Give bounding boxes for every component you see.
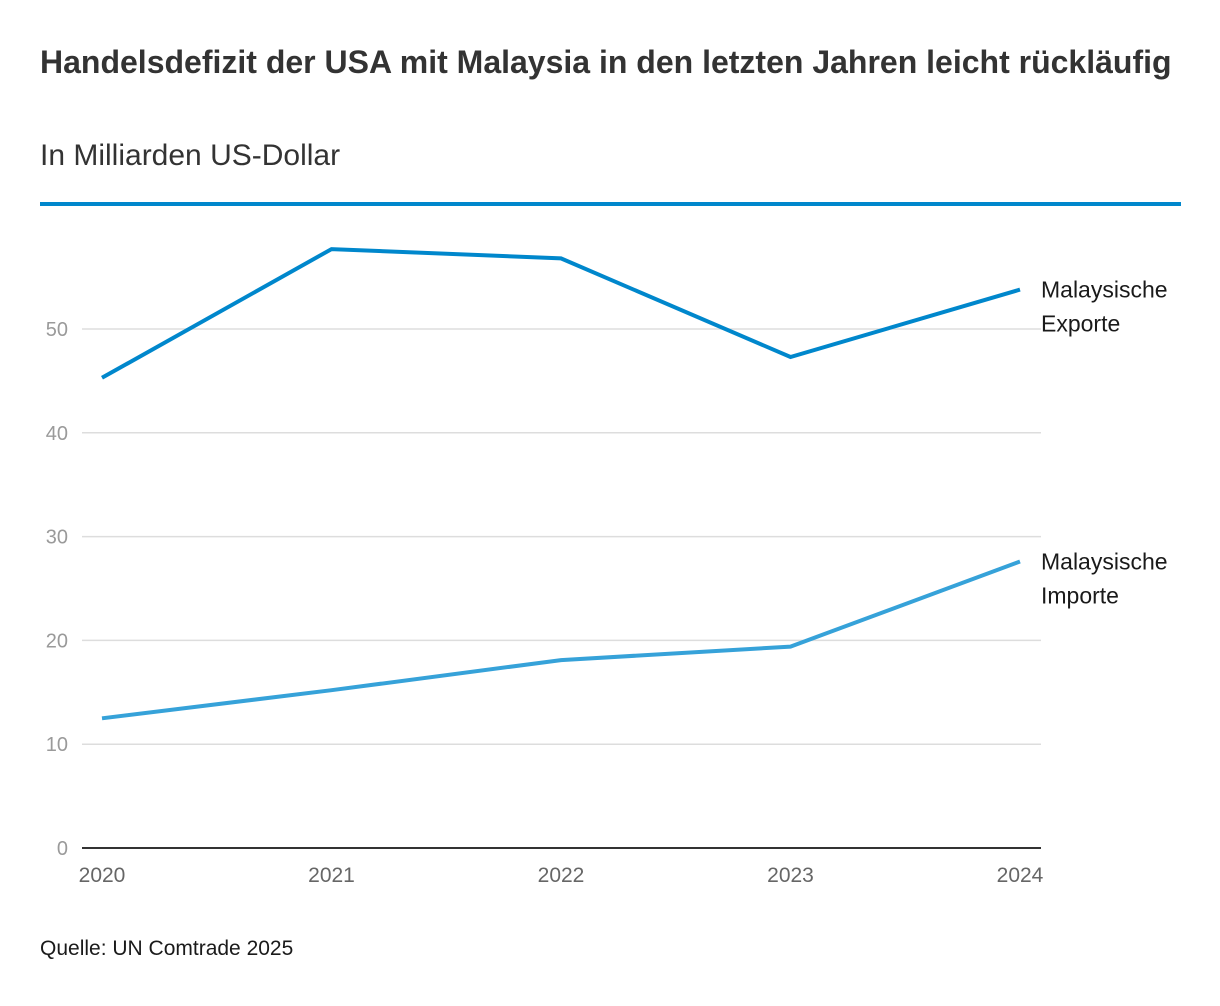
chart-title: Handelsdefizit der USA mit Malaysia in d… bbox=[40, 44, 1172, 80]
series-label-line: Malaysische bbox=[1041, 277, 1168, 303]
series-line-exporte bbox=[101, 247, 1021, 380]
x-tick-label: 2022 bbox=[538, 864, 585, 887]
y-tick-label: 30 bbox=[46, 527, 68, 549]
y-axis-ticks: 0 10 20 30 40 50 bbox=[46, 319, 68, 860]
header-rule bbox=[40, 202, 1181, 206]
series-line-importe bbox=[101, 559, 1021, 721]
series-label-line: Malaysische bbox=[1041, 549, 1168, 575]
y-tick-label: 50 bbox=[46, 319, 68, 341]
series-label-line: Exporte bbox=[1041, 311, 1120, 337]
x-axis-ticks: 2020 2021 2022 2023 2024 bbox=[79, 864, 1044, 887]
x-tick-label: 2021 bbox=[308, 864, 355, 887]
series-labels: Malaysische Exporte Malaysische Importe bbox=[1041, 277, 1168, 609]
y-tick-label: 20 bbox=[46, 630, 68, 652]
y-tick-label: 0 bbox=[57, 838, 68, 860]
source-note: Quelle: UN Comtrade 2025 bbox=[40, 937, 294, 960]
y-tick-label: 40 bbox=[46, 423, 68, 445]
x-tick-label: 2020 bbox=[79, 864, 126, 887]
x-tick-label: 2023 bbox=[767, 864, 814, 887]
series-lines bbox=[101, 247, 1021, 721]
x-tick-label: 2024 bbox=[997, 864, 1044, 887]
y-tick-label: 10 bbox=[46, 734, 68, 756]
series-label-line: Importe bbox=[1041, 583, 1119, 609]
gridlines bbox=[82, 328, 1041, 849]
chart-subtitle: In Milliarden US-Dollar bbox=[40, 139, 341, 172]
